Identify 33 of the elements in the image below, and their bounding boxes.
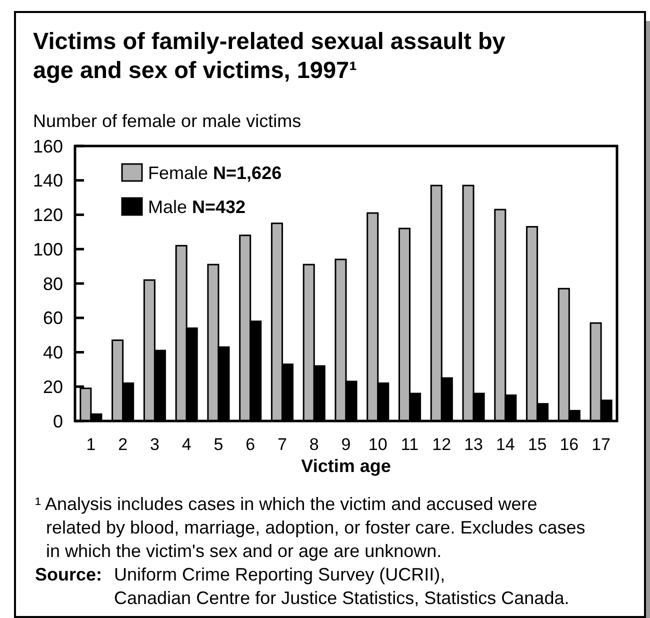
y-tick-label: 0 — [52, 411, 63, 432]
x-tick-label: 5 — [214, 435, 224, 454]
text: ¹ Analysis includes cases in which the victim and accused were related by blood, marriage, adoption, or foster care. Excludes cases in which the victim's sex and or age are unknown. — [35, 494, 586, 561]
x-tick-label: 16 — [560, 435, 579, 454]
x-tick-label: 4 — [182, 435, 192, 454]
x-tick-label: 6 — [246, 435, 256, 454]
legend-label: Female N=1,626 — [148, 163, 282, 183]
chart-title: Victims of family-related sexual assault by age and sex of victims, 1997¹ — [33, 28, 506, 83]
x-axis-title: Victim age — [301, 456, 391, 476]
y-tick-label: 80 — [42, 274, 63, 294]
x-tick-label: 8 — [309, 435, 319, 454]
x-tick-label: 2 — [118, 435, 128, 454]
x-tick-label: 11 — [400, 435, 419, 454]
y-tick-label: 20 — [42, 376, 63, 397]
x-tick-label: 14 — [496, 435, 515, 454]
y-tick-label: 100 — [32, 239, 63, 260]
x-tick-label: 9 — [341, 435, 351, 454]
x-tick-label: 17 — [592, 435, 611, 454]
y-axis-title: Number of female or male victims — [33, 111, 302, 131]
legend-label: Male N=432 — [148, 197, 246, 217]
x-tick-label: 3 — [150, 435, 160, 454]
x-tick-label: 1 — [86, 435, 96, 454]
x-tick-label: 7 — [278, 435, 287, 454]
y-tick-label: 140 — [32, 170, 63, 191]
y-tick-label: 40 — [42, 342, 63, 363]
x-tick-label: 15 — [528, 435, 547, 454]
x-tick-label: 12 — [432, 435, 452, 454]
y-tick-label: 160 — [32, 136, 63, 156]
y-tick-label: 120 — [32, 205, 63, 226]
x-tick-label: 13 — [464, 435, 483, 454]
y-tick-label: 60 — [42, 308, 63, 328]
source-note: Source: Uniform Crime Reporting Survey (UCRII), Canadian Centre for Justice Statistics, Statistics Canada. — [35, 564, 570, 608]
x-tick-label: 10 — [368, 435, 388, 454]
